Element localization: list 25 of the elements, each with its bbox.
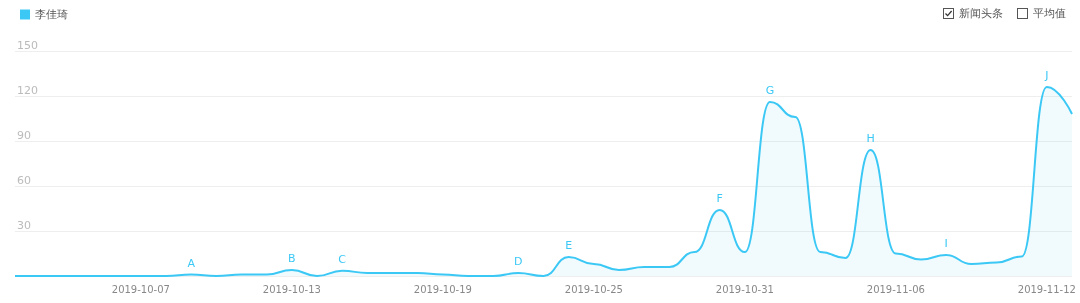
- annotation: J: [1044, 69, 1049, 82]
- x-tick-label: 2019-10-07: [111, 283, 170, 295]
- x-tick-label: 2019-10-31: [715, 283, 774, 295]
- y-tick-label: 90: [17, 129, 31, 142]
- annotation: G: [765, 84, 775, 97]
- annotation: I: [944, 237, 948, 250]
- y-tick-label: 150: [17, 39, 38, 52]
- text: 平均值: [1033, 6, 1066, 21]
- annotation: D: [514, 255, 523, 268]
- annotation: B: [288, 252, 296, 265]
- x-tick-label: 2019-10-19: [413, 283, 472, 295]
- x-tick-label: 2019-10-13: [262, 283, 321, 295]
- y-tick-label: 60: [17, 174, 31, 187]
- text: 新闻头条: [959, 6, 1003, 21]
- x-tick-label: 2019-11-12: [1017, 283, 1076, 295]
- annotation: E: [565, 239, 573, 253]
- x-tick-label: 2019-10-25: [564, 283, 623, 295]
- x-tick-label: 2019-11-06: [866, 283, 925, 295]
- annotation: C: [338, 252, 347, 266]
- annotation: H: [866, 132, 875, 145]
- legend-label: 李佳琦: [35, 8, 68, 21]
- annotation: F: [716, 192, 723, 205]
- y-tick-label: 120: [17, 84, 38, 97]
- y-tick-label: 30: [17, 219, 31, 232]
- annotation: A: [187, 256, 196, 270]
